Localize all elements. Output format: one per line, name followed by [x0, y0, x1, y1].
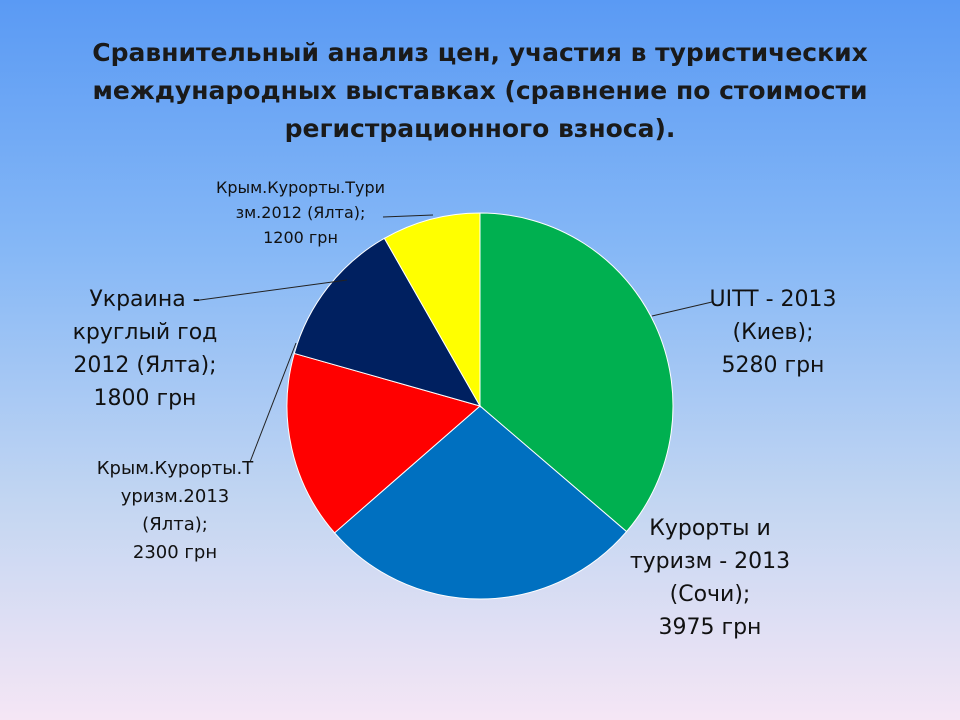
category-label: Курорты и туризм - 2013 (Сочи);	[629, 516, 791, 607]
chart-title: Сравнительный анализ цен, участия в тури…	[92, 38, 868, 143]
pie-slice	[333, 405, 628, 600]
slice-label: UITT - 2013 (Киев); 5280 грн	[693, 283, 853, 382]
pie-slice	[293, 237, 482, 407]
category-label: Украина - круглый год 2012 (Ялта);	[72, 287, 218, 378]
slice-label: Курорты и туризм - 2013 (Сочи); 3975 грн	[620, 512, 800, 644]
value-label: 1200 грн	[263, 228, 338, 247]
category-label: UITT - 2013 (Киев);	[709, 287, 837, 345]
pie-slice	[479, 212, 674, 533]
value-label: 1800 грн	[93, 386, 197, 411]
pie-slice	[383, 212, 481, 408]
category-label: Крым.Курорты.Туризм.2013 (Ялта);	[96, 458, 254, 535]
leader-line	[249, 342, 297, 463]
pie-slice	[286, 352, 482, 534]
slice-label: Украина - круглый год 2012 (Ялта); 1800 г…	[60, 283, 230, 415]
leader-line	[199, 279, 348, 301]
category-label: Крым.Курорты.Туризм.2012 (Ялта);	[215, 178, 386, 222]
slice-label: Крым.Курорты.Туризм.2012 (Ялта); 1200 грн	[213, 175, 388, 250]
value-label: 5280 грн	[721, 353, 825, 378]
leader-line	[651, 301, 713, 317]
value-label: 2300 грн	[132, 542, 218, 563]
value-label: 3975 грн	[658, 615, 762, 640]
leader-line	[382, 214, 434, 218]
slice-label: Крым.Курорты.Туризм.2013 (Ялта); 2300 грн	[95, 455, 255, 567]
